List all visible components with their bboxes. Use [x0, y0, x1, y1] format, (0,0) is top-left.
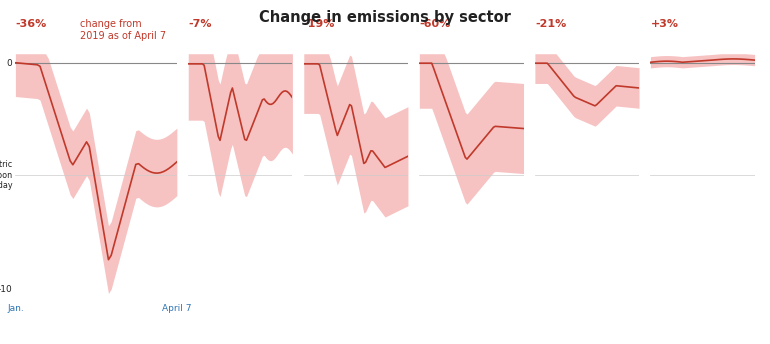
Text: -5 million metric
tons of carbon
dioxide per day: -5 million metric tons of carbon dioxide… — [0, 161, 12, 190]
Text: -19%: -19% — [304, 19, 335, 29]
Text: +3%: +3% — [651, 19, 678, 29]
Text: -60%: -60% — [420, 19, 450, 29]
Text: -7%: -7% — [188, 19, 212, 29]
Text: Change in emissions by sector: Change in emissions by sector — [259, 10, 511, 25]
Text: -21%: -21% — [535, 19, 566, 29]
Text: -36%: -36% — [15, 19, 47, 29]
Text: change from
2019 as of April 7: change from 2019 as of April 7 — [80, 19, 166, 41]
